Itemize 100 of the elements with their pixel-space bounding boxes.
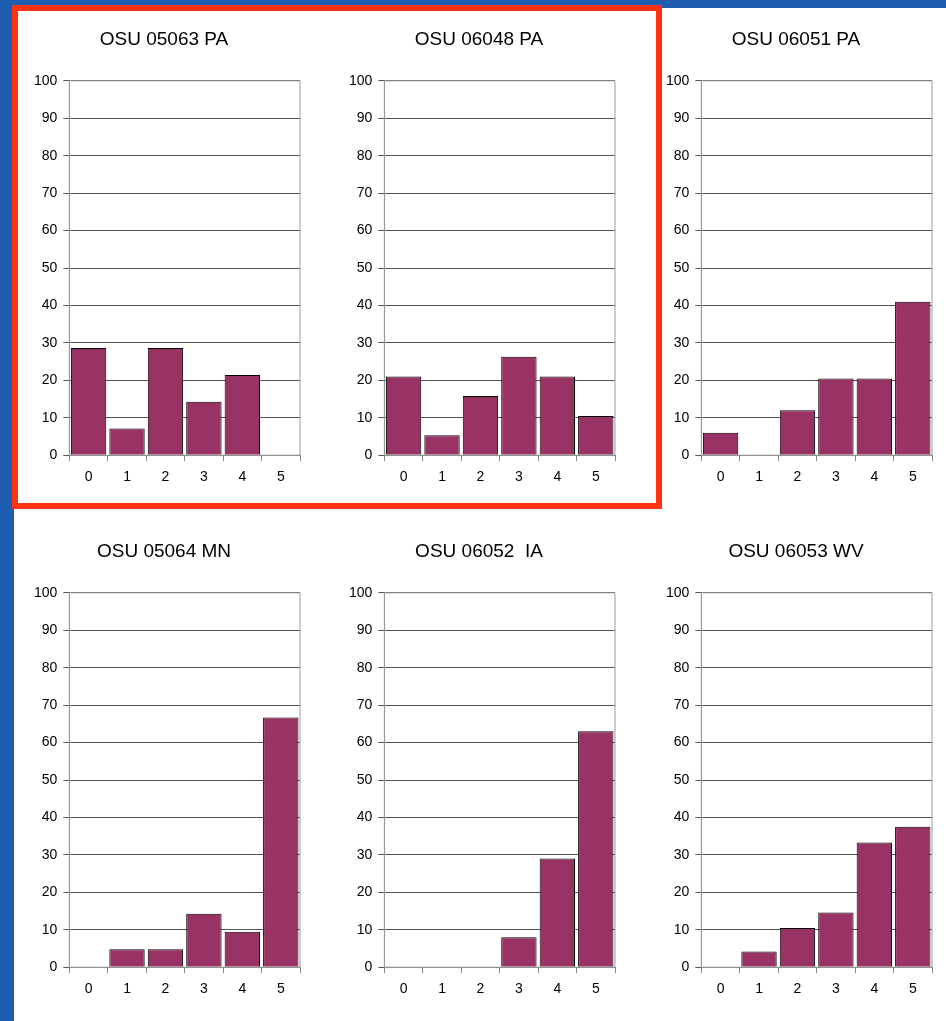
- y-tick-label: 100: [666, 71, 690, 88]
- chart-title: OSU 06048 PA: [414, 27, 544, 49]
- y-tick-label: 80: [41, 658, 58, 675]
- y-tick-label: 0: [49, 446, 58, 463]
- y-tick-label: 60: [41, 221, 58, 238]
- y-tick-label: 90: [356, 109, 373, 126]
- y-tick-label: 10: [673, 408, 690, 425]
- x-tick-label: 4: [238, 980, 247, 997]
- x-tick-label: 1: [123, 468, 132, 485]
- y-tick-label: 80: [356, 658, 373, 675]
- y-tick-label: 90: [673, 109, 690, 126]
- x-tick-label: 2: [476, 468, 485, 485]
- x-tick-label: 3: [832, 468, 840, 485]
- y-tick-label: 50: [41, 770, 58, 787]
- y-tick-label: 40: [356, 296, 373, 313]
- y-tick-label: 90: [41, 109, 58, 126]
- chart-title: OSU 06051 PA: [731, 27, 861, 49]
- chart-title: OSU 05063 PA: [99, 27, 229, 49]
- y-tick-label: 70: [356, 183, 373, 200]
- x-tick-label: 0: [716, 468, 725, 485]
- y-tick-label: 20: [673, 883, 690, 900]
- x-tick-label: 0: [84, 468, 93, 485]
- y-tick-label: 10: [356, 408, 373, 425]
- y-tick-label: 60: [673, 733, 690, 750]
- x-tick-label: 2: [161, 980, 170, 997]
- x-tick-label: 1: [755, 980, 764, 997]
- y-tick-label: 0: [364, 958, 373, 975]
- x-tick-label: 5: [908, 980, 917, 997]
- y-tick-label: 70: [41, 695, 58, 712]
- y-tick-label: 60: [356, 733, 373, 750]
- y-tick-label: 30: [41, 845, 58, 862]
- x-tick-label: 0: [399, 980, 408, 997]
- y-tick-label: 40: [41, 808, 58, 825]
- y-tick-label: 30: [673, 845, 690, 862]
- y-tick-label: 20: [673, 371, 690, 388]
- y-tick-label: 80: [673, 146, 690, 163]
- y-tick-label: 50: [673, 258, 690, 275]
- y-tick-label: 60: [356, 221, 373, 238]
- x-tick-label: 3: [832, 980, 840, 997]
- y-tick-label: 10: [41, 920, 58, 937]
- y-tick-label: 0: [681, 446, 690, 463]
- y-tick-label: 90: [673, 621, 690, 638]
- y-tick-label: 90: [41, 621, 58, 638]
- y-tick-label: 100: [349, 583, 373, 600]
- y-tick-label: 40: [673, 808, 690, 825]
- y-tick-label: 10: [41, 408, 58, 425]
- chart-title: OSU 06053 WV: [728, 539, 864, 561]
- chart-title: OSU 05064 MN: [96, 539, 232, 561]
- y-tick-label: 30: [356, 845, 373, 862]
- y-tick-label: 0: [364, 446, 373, 463]
- x-tick-label: 4: [553, 468, 562, 485]
- y-tick-label: 70: [673, 695, 690, 712]
- y-tick-label: 10: [356, 920, 373, 937]
- x-tick-label: 5: [591, 468, 600, 485]
- y-tick-label: 90: [356, 621, 373, 638]
- x-tick-label: 4: [870, 980, 879, 997]
- y-tick-label: 70: [356, 695, 373, 712]
- x-tick-label: 1: [123, 980, 132, 997]
- y-tick-label: 10: [673, 920, 690, 937]
- x-tick-label: 3: [200, 980, 208, 997]
- x-tick-label: 0: [399, 468, 408, 485]
- y-tick-label: 50: [673, 770, 690, 787]
- y-tick-label: 20: [356, 371, 373, 388]
- x-tick-label: 4: [553, 980, 562, 997]
- y-tick-label: 80: [356, 146, 373, 163]
- y-tick-label: 20: [41, 371, 58, 388]
- x-tick-label: 1: [438, 468, 447, 485]
- y-tick-label: 80: [673, 658, 690, 675]
- y-tick-label: 0: [49, 958, 58, 975]
- y-tick-label: 20: [356, 883, 373, 900]
- x-tick-label: 4: [870, 468, 879, 485]
- x-tick-label: 4: [238, 468, 247, 485]
- y-tick-label: 50: [356, 770, 373, 787]
- x-tick-label: 2: [793, 980, 802, 997]
- x-tick-label: 2: [793, 468, 802, 485]
- x-tick-label: 0: [84, 980, 93, 997]
- y-tick-label: 50: [356, 258, 373, 275]
- y-tick-label: 60: [41, 733, 58, 750]
- x-tick-label: 1: [755, 468, 764, 485]
- y-tick-label: 100: [34, 71, 58, 88]
- x-tick-label: 5: [276, 468, 285, 485]
- y-tick-label: 80: [41, 146, 58, 163]
- y-tick-label: 100: [349, 71, 373, 88]
- y-tick-label: 70: [673, 183, 690, 200]
- y-tick-label: 20: [41, 883, 58, 900]
- y-tick-label: 0: [681, 958, 690, 975]
- y-tick-label: 40: [41, 296, 58, 313]
- x-tick-label: 1: [438, 980, 447, 997]
- y-tick-label: 40: [356, 808, 373, 825]
- y-tick-label: 100: [34, 583, 58, 600]
- x-tick-label: 0: [716, 980, 725, 997]
- x-tick-label: 3: [200, 468, 208, 485]
- x-tick-label: 2: [161, 468, 170, 485]
- x-tick-label: 3: [515, 468, 523, 485]
- x-tick-label: 5: [591, 980, 600, 997]
- x-tick-label: 5: [908, 468, 917, 485]
- x-tick-label: 2: [476, 980, 485, 997]
- y-tick-label: 70: [41, 183, 58, 200]
- y-tick-label: 100: [666, 583, 690, 600]
- y-tick-label: 60: [673, 221, 690, 238]
